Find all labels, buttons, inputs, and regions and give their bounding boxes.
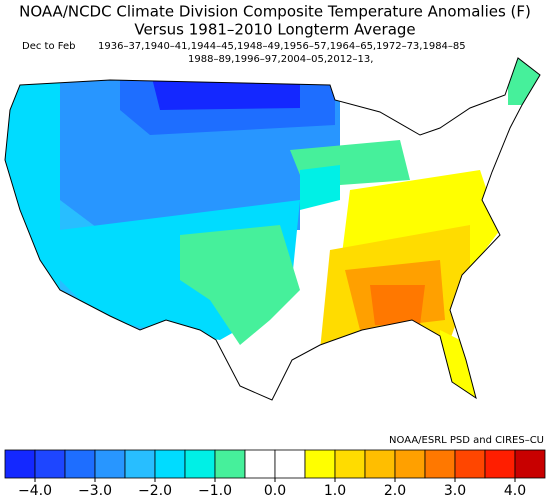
- tick-label: −4.0: [18, 483, 52, 499]
- color-swatch: [244, 449, 276, 479]
- color-swatch: [154, 449, 186, 479]
- subtitle: Versus 1981–2010 Longterm Average: [134, 21, 415, 39]
- color-swatch: [484, 449, 516, 479]
- years-line: 1988–89,1996–97,2004–05,2012–13,: [188, 54, 373, 65]
- title: NOAA/NCDC Climate Division Composite Tem…: [19, 3, 531, 21]
- us-outline: [4, 57, 541, 401]
- color-swatch: [424, 449, 456, 479]
- color-swatch: [184, 449, 216, 479]
- color-swatch: [334, 449, 366, 479]
- color-swatch: [214, 449, 246, 479]
- tick-label: 3.0: [444, 483, 466, 499]
- tick-label: −3.0: [78, 483, 112, 499]
- map: [5, 58, 540, 400]
- tick-label: −1.0: [198, 483, 232, 499]
- credit: NOAA/ESRL PSD and CIRES–CU: [389, 435, 544, 446]
- tick-label: 1.0: [324, 483, 346, 499]
- tick-label: 2.0: [384, 483, 406, 499]
- color-swatch: [64, 449, 96, 479]
- color-swatch: [514, 449, 546, 479]
- tick-label: −2.0: [138, 483, 172, 499]
- color-swatch: [124, 449, 156, 479]
- color-swatch: [94, 449, 126, 479]
- years-line: 1936–37,1940–41,1944–45,1948–49,1956–57,…: [98, 41, 466, 52]
- color-swatch: [274, 449, 306, 479]
- period-label: Dec to Feb: [22, 41, 75, 52]
- colorbar: −4.0 −3.0 −2.0 −1.0 0.0 1.0 2.0 3.0 4.0: [4, 449, 546, 499]
- color-swatch: [304, 449, 336, 479]
- tick-label: 0.0: [264, 483, 286, 499]
- color-swatch: [34, 449, 66, 479]
- color-swatch: [394, 449, 426, 479]
- color-swatch: [4, 449, 36, 479]
- color-swatch: [364, 449, 396, 479]
- tick-label: 4.0: [504, 483, 526, 499]
- color-swatch: [454, 449, 486, 479]
